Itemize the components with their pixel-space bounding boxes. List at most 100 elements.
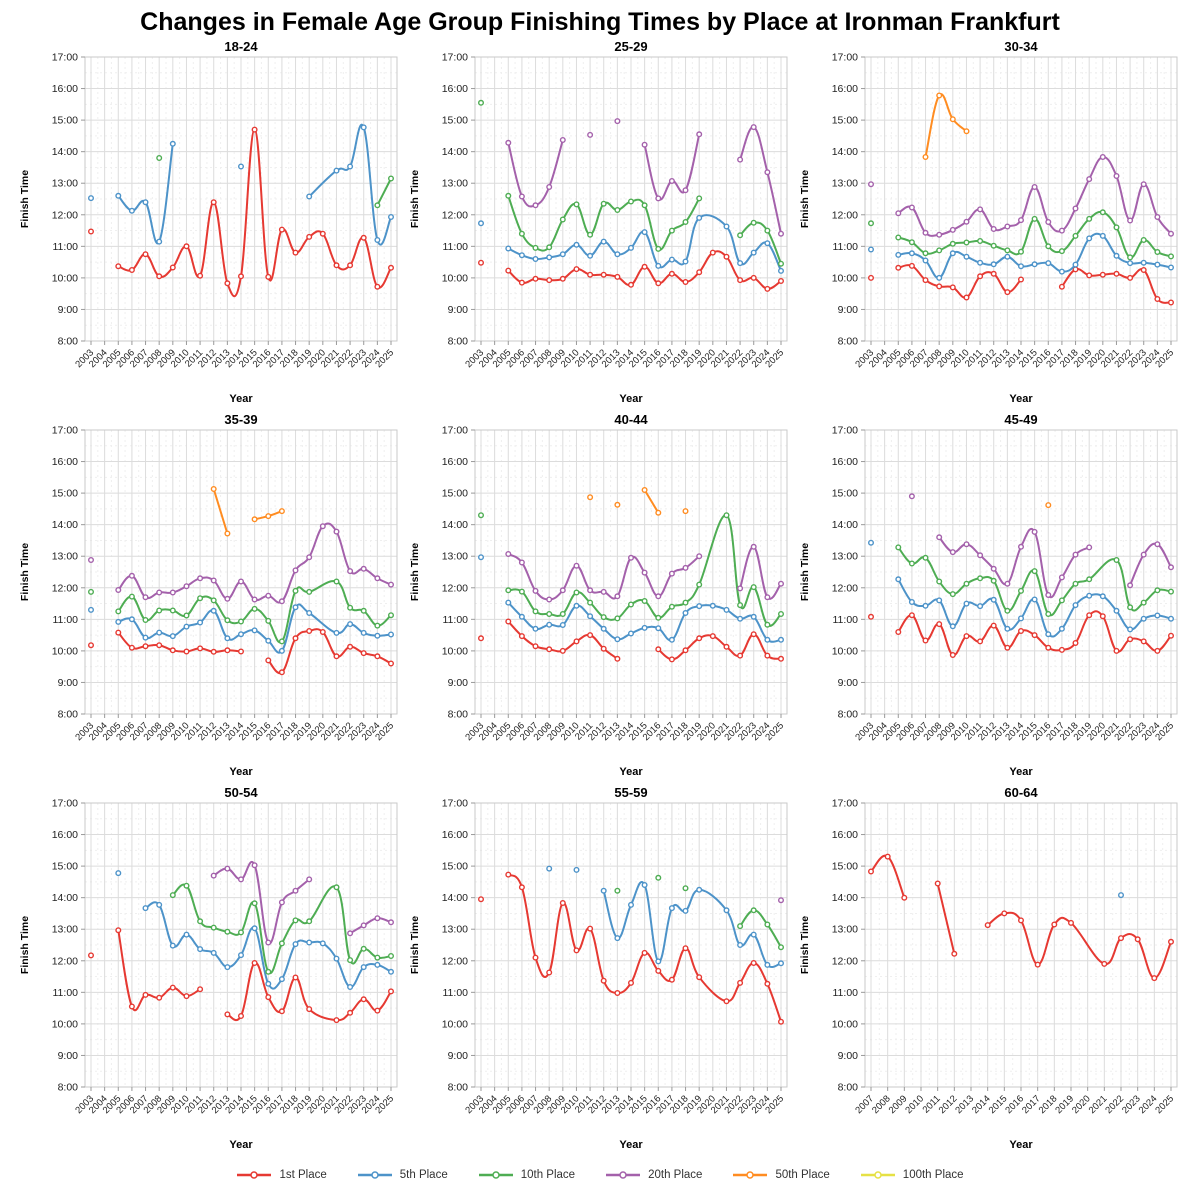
series-line (897, 264, 1022, 299)
y-tick-label: 12:00 (442, 209, 468, 221)
data-point-marker (778, 267, 785, 274)
y-tick-label: 9:00 (448, 677, 469, 689)
data-point-marker (128, 593, 135, 600)
y-tick-label: 12:00 (832, 955, 858, 967)
data-point-marker (682, 564, 689, 571)
data-point-marker (278, 899, 285, 906)
y-tick-label: 12:00 (832, 209, 858, 221)
data-point-marker (237, 618, 244, 625)
data-point-marker (265, 637, 272, 644)
data-point-marker (278, 638, 285, 645)
data-point-marker (505, 550, 512, 557)
chart-30-34: 8:00 9:00 10:00 11:00 12:00 13:00 14:00 15:00 16… (795, 39, 1185, 412)
data-point-marker (156, 589, 163, 596)
data-point-marker (1086, 544, 1093, 551)
y-tick-label: 16:00 (442, 456, 468, 468)
data-point-marker (696, 974, 703, 981)
y-tick-label: 11:00 (833, 987, 859, 999)
y-tick-label: 14:00 (52, 519, 78, 531)
y-tick-label: 14:00 (442, 146, 468, 158)
data-point-marker (505, 618, 512, 625)
data-point-marker (333, 167, 340, 174)
data-point-marker (1118, 935, 1125, 942)
y-tick-label: 16:00 (52, 829, 78, 841)
data-point-marker (949, 250, 956, 257)
data-point-marker (1154, 296, 1161, 303)
y-tick-label: 16:00 (442, 829, 468, 841)
data-point-marker (347, 957, 354, 964)
data-point-marker (1127, 217, 1134, 224)
data-point-marker (183, 993, 190, 1000)
y-tick-label: 10:00 (442, 1018, 468, 1030)
y-tick-label: 13:00 (52, 551, 78, 563)
data-point-marker (183, 931, 190, 938)
data-point-marker (764, 621, 771, 628)
data-point-marker (990, 225, 997, 232)
data-point-marker (600, 887, 607, 894)
data-point-marker (210, 949, 217, 956)
data-point-marker (867, 613, 874, 620)
series-5th-place (87, 603, 395, 654)
y-tick-label: 10:00 (52, 645, 78, 657)
data-point-marker (265, 273, 272, 280)
y-axis-label: Finish Time (409, 170, 421, 228)
data-point-marker (668, 656, 675, 663)
data-point-marker (1127, 636, 1134, 643)
data-point-marker (750, 584, 757, 591)
data-point-marker (278, 647, 285, 654)
data-point-marker (532, 244, 539, 251)
y-tick-label: 13:00 (832, 178, 858, 190)
data-point-marker (908, 250, 915, 257)
data-point-marker (682, 885, 689, 892)
data-point-marker (573, 241, 580, 248)
y-tick-label: 9:00 (838, 304, 859, 316)
y-tick-label: 14:00 (52, 146, 78, 158)
data-point-marker (641, 202, 648, 209)
data-point-marker (1017, 627, 1024, 634)
data-point-marker (764, 980, 771, 987)
y-tick-label: 8:00 (838, 1082, 859, 1094)
data-point-marker (1168, 588, 1175, 595)
data-point-marker (723, 998, 730, 1005)
series-1st-place (867, 262, 1175, 306)
data-point-marker (627, 281, 634, 288)
data-point-marker (990, 565, 997, 572)
y-tick-label: 17:00 (832, 425, 858, 437)
data-point-marker (655, 593, 662, 600)
x-axis-label: Year (619, 1139, 643, 1151)
y-tick-label: 10:00 (832, 1018, 858, 1030)
data-point-marker (306, 918, 313, 925)
data-point-marker (559, 216, 566, 223)
data-point-marker (546, 646, 553, 653)
series-20th-place (908, 493, 1175, 599)
data-point-marker (532, 625, 539, 632)
data-point-marker (1099, 593, 1106, 600)
y-tick-label: 10:00 (832, 272, 858, 284)
data-point-marker (764, 594, 771, 601)
y-tick-label: 15:00 (832, 115, 858, 127)
y-tick-label: 13:00 (832, 924, 858, 936)
data-point-marker (682, 647, 689, 654)
y-tick-label: 9:00 (58, 304, 79, 316)
data-point-marker (477, 99, 484, 106)
y-tick-label: 16:00 (832, 456, 858, 468)
y-tick-label: 15:00 (832, 861, 858, 873)
data-point-marker (641, 229, 648, 236)
data-point-marker (682, 218, 689, 225)
data-point-marker (237, 952, 244, 959)
data-point-marker (587, 587, 594, 594)
data-point-marker (573, 266, 580, 273)
series-1st-place (87, 927, 395, 1024)
data-point-marker (1045, 610, 1052, 617)
data-point-marker (1072, 551, 1079, 558)
data-point-marker (505, 587, 512, 594)
data-point-marker (1004, 580, 1011, 587)
y-tick-label: 14:00 (442, 519, 468, 531)
series-10th-place (867, 209, 1175, 261)
data-point-marker (963, 633, 970, 640)
data-point-marker (169, 647, 176, 654)
data-point-marker (641, 263, 648, 270)
legend-swatch-1st-place (237, 1171, 272, 1179)
data-point-marker (990, 622, 997, 629)
legend-label: 50th Place (775, 1169, 830, 1181)
